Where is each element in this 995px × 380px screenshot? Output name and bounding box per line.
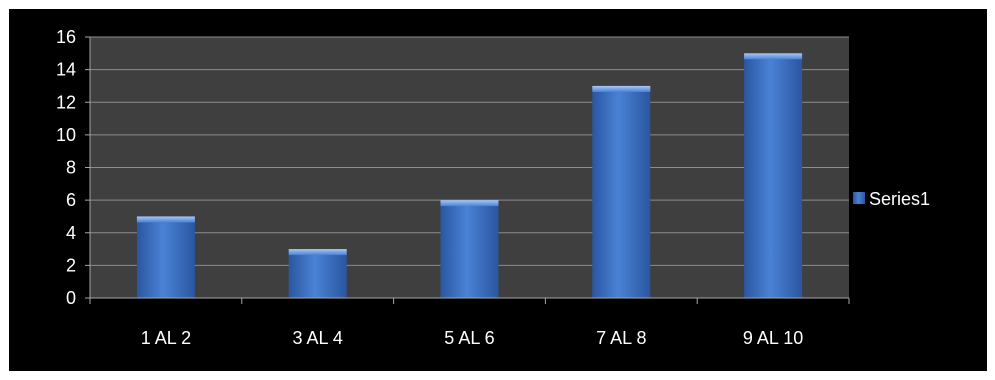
bar-cap-2 bbox=[440, 200, 499, 207]
x-tick-label-5-al-6: 5 AL 6 bbox=[444, 328, 494, 348]
bar-3-al-4 bbox=[288, 249, 347, 298]
bar-1-al-2 bbox=[136, 216, 195, 298]
legend-swatch bbox=[853, 192, 865, 204]
y-tick-label-10: 10 bbox=[56, 125, 76, 145]
x-tick-label-9-al-10: 9 AL 10 bbox=[743, 328, 803, 348]
x-tick-label-3-al-4: 3 AL 4 bbox=[293, 328, 343, 348]
y-tick-label-2: 2 bbox=[66, 255, 76, 275]
bars bbox=[136, 53, 803, 298]
axes bbox=[85, 36, 850, 304]
y-tick-label-14: 14 bbox=[56, 60, 76, 80]
bar-cap-3 bbox=[592, 85, 651, 92]
legend: Series1 bbox=[853, 189, 930, 209]
bar-cap-1 bbox=[288, 249, 347, 256]
y-tick-label-4: 4 bbox=[66, 223, 76, 243]
y-tick-label-0: 0 bbox=[66, 288, 76, 308]
chart-area: 0 2 4 6 8 10 12 14 16 1 AL 2 3 AL 4 5 AL 6 7 AL 8 9 … bbox=[9, 9, 987, 371]
bar-5-al-6 bbox=[440, 200, 499, 298]
bar-cap-0 bbox=[136, 216, 195, 223]
bar-9-al-10 bbox=[744, 53, 803, 298]
y-tick-label-12: 12 bbox=[56, 92, 76, 112]
bar-cap-4 bbox=[744, 53, 803, 60]
legend-label-series1: Series1 bbox=[869, 189, 930, 209]
y-tick-label-6: 6 bbox=[66, 190, 76, 210]
x-axis-tick-labels: 1 AL 2 3 AL 4 5 AL 6 7 AL 8 9 AL 10 bbox=[141, 328, 804, 348]
y-axis-tick-labels: 0 2 4 6 8 10 12 14 16 bbox=[56, 27, 76, 308]
y-tick-label-16: 16 bbox=[56, 27, 76, 47]
x-tick-label-7-al-8: 7 AL 8 bbox=[596, 328, 646, 348]
bar-chart: 0 2 4 6 8 10 12 14 16 1 AL 2 3 AL 4 5 AL 6 7 AL 8 9 … bbox=[56, 27, 930, 348]
bar-7-al-8 bbox=[592, 85, 651, 298]
x-tick-label-1-al-2: 1 AL 2 bbox=[141, 328, 191, 348]
y-tick-label-8: 8 bbox=[66, 158, 76, 178]
